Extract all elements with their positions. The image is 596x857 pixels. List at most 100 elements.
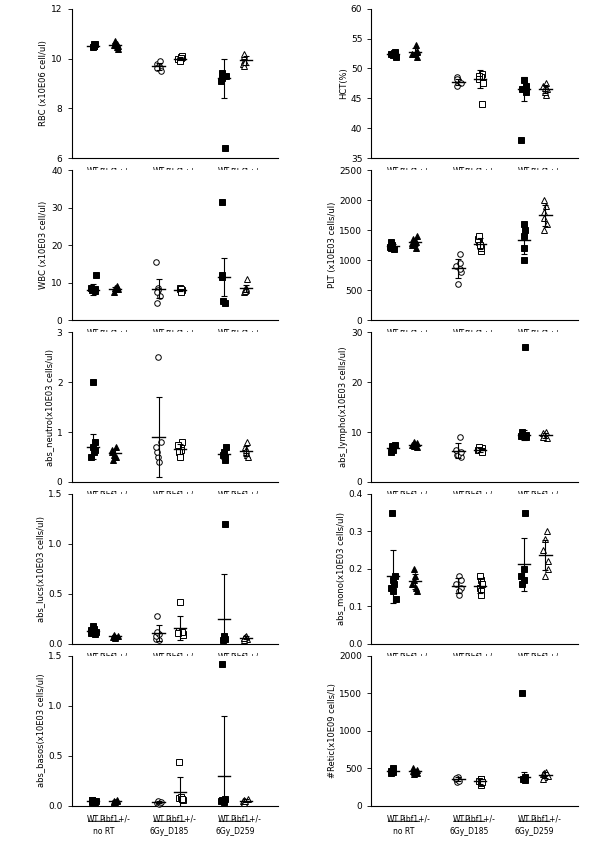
Text: 6Gy_D185: 6Gy_D185 [150, 826, 189, 836]
Text: WT: WT [87, 167, 100, 177]
Y-axis label: PLT (x10E03 cells/ul): PLT (x10E03 cells/ul) [328, 202, 337, 289]
Y-axis label: abs_lucs(x10E03 cells/ul): abs_lucs(x10E03 cells/ul) [36, 516, 45, 622]
Text: WT: WT [518, 167, 530, 177]
Text: Pibf1+/-: Pibf1+/- [530, 167, 561, 177]
Text: Pibf1+/-: Pibf1+/- [165, 814, 196, 824]
Text: WT: WT [153, 491, 164, 500]
Text: 6Gy_D259: 6Gy_D259 [515, 826, 554, 836]
Text: WT: WT [518, 329, 530, 339]
Text: Pibf1+/-: Pibf1+/- [465, 814, 496, 824]
Text: no RT: no RT [393, 341, 415, 351]
Text: WT: WT [452, 653, 464, 662]
Text: Pibf1+/-: Pibf1+/- [100, 814, 131, 824]
Text: WT: WT [518, 653, 530, 662]
Text: WT: WT [452, 167, 464, 177]
Y-axis label: HCT(%): HCT(%) [339, 68, 348, 99]
Text: WT: WT [452, 814, 464, 824]
Text: 6Gy_D259: 6Gy_D259 [515, 341, 554, 351]
Y-axis label: abs_lympho(x10E03 cells/ul): abs_lympho(x10E03 cells/ul) [339, 347, 348, 467]
Text: 6Gy_D185: 6Gy_D185 [449, 503, 489, 512]
Text: WT: WT [387, 814, 399, 824]
Text: 6Gy_D259: 6Gy_D259 [515, 503, 554, 512]
Text: Pibf1+/-: Pibf1+/- [399, 653, 430, 662]
Text: Pibf1+/-: Pibf1+/- [230, 814, 261, 824]
Text: WT: WT [87, 653, 100, 662]
Text: Pibf1+/-: Pibf1+/- [465, 491, 496, 500]
Text: 6Gy_D259: 6Gy_D259 [215, 503, 254, 512]
Text: Pibf1+/-: Pibf1+/- [230, 653, 261, 662]
Text: Pibf1+/-: Pibf1+/- [530, 814, 561, 824]
Y-axis label: WBC (x10E03 cell/ul): WBC (x10E03 cell/ul) [39, 201, 48, 290]
Text: Pibf1+/-: Pibf1+/- [230, 491, 261, 500]
Text: WT: WT [452, 329, 464, 339]
Y-axis label: RBC (x10E06 cell/ul): RBC (x10E06 cell/ul) [39, 40, 48, 127]
Text: WT: WT [518, 491, 530, 500]
Text: no RT: no RT [94, 826, 115, 836]
Text: WT: WT [452, 491, 464, 500]
Text: WT: WT [387, 491, 399, 500]
Text: WT: WT [387, 329, 399, 339]
Text: Pibf1+/-: Pibf1+/- [165, 653, 196, 662]
Text: Pibf1+/-: Pibf1+/- [530, 491, 561, 500]
Text: Pibf1+/-: Pibf1+/- [165, 329, 196, 339]
Text: WT: WT [218, 653, 230, 662]
Text: no RT: no RT [94, 179, 115, 189]
Y-axis label: abs_neutro(x10E03 cells/ul): abs_neutro(x10E03 cells/ul) [45, 349, 54, 465]
Y-axis label: abs_mono(x10E03 cells/ul): abs_mono(x10E03 cells/ul) [336, 512, 345, 626]
Text: Pibf1+/-: Pibf1+/- [100, 653, 131, 662]
Text: Pibf1+/-: Pibf1+/- [465, 653, 496, 662]
Text: no RT: no RT [94, 503, 115, 512]
Text: Pibf1+/-: Pibf1+/- [399, 329, 430, 339]
Text: no RT: no RT [393, 665, 415, 674]
Text: no RT: no RT [393, 179, 415, 189]
Text: WT: WT [518, 814, 530, 824]
Text: no RT: no RT [393, 503, 415, 512]
Text: Pibf1+/-: Pibf1+/- [465, 167, 496, 177]
Text: no RT: no RT [94, 341, 115, 351]
Text: Pibf1+/-: Pibf1+/- [530, 329, 561, 339]
Y-axis label: abs_basos(x10E03 cells/ul): abs_basos(x10E03 cells/ul) [36, 674, 45, 788]
Text: WT: WT [87, 491, 100, 500]
Text: WT: WT [87, 814, 100, 824]
Text: WT: WT [153, 167, 164, 177]
Text: WT: WT [153, 653, 164, 662]
Text: 6Gy_D185: 6Gy_D185 [150, 179, 189, 189]
Text: 6Gy_D185: 6Gy_D185 [150, 665, 189, 674]
Text: WT: WT [218, 814, 230, 824]
Text: 6Gy_D185: 6Gy_D185 [449, 341, 489, 351]
Text: Pibf1+/-: Pibf1+/- [230, 167, 261, 177]
Text: 6Gy_D185: 6Gy_D185 [449, 826, 489, 836]
Text: WT: WT [218, 167, 230, 177]
Text: 6Gy_D259: 6Gy_D259 [515, 179, 554, 189]
Text: WT: WT [153, 329, 164, 339]
Text: Pibf1+/-: Pibf1+/- [165, 491, 196, 500]
Text: no RT: no RT [393, 826, 415, 836]
Text: Pibf1+/-: Pibf1+/- [100, 491, 131, 500]
Text: WT: WT [387, 167, 399, 177]
Text: Pibf1+/-: Pibf1+/- [100, 167, 131, 177]
Text: WT: WT [87, 329, 100, 339]
Text: WT: WT [153, 814, 164, 824]
Text: WT: WT [387, 653, 399, 662]
Text: 6Gy_D185: 6Gy_D185 [150, 503, 189, 512]
Text: 6Gy_D259: 6Gy_D259 [215, 826, 254, 836]
Text: Pibf1+/-: Pibf1+/- [530, 653, 561, 662]
Text: 6Gy_D185: 6Gy_D185 [449, 665, 489, 674]
Text: 6Gy_D185: 6Gy_D185 [150, 341, 189, 351]
Text: Pibf1+/-: Pibf1+/- [399, 167, 430, 177]
Text: 6Gy_D185: 6Gy_D185 [449, 179, 489, 189]
Text: 6Gy_D259: 6Gy_D259 [215, 665, 254, 674]
Text: 6Gy_D259: 6Gy_D259 [215, 341, 254, 351]
Text: WT: WT [218, 329, 230, 339]
Text: WT: WT [218, 491, 230, 500]
Text: Pibf1+/-: Pibf1+/- [465, 329, 496, 339]
Text: Pibf1+/-: Pibf1+/- [165, 167, 196, 177]
Text: 6Gy_D259: 6Gy_D259 [215, 179, 254, 189]
Y-axis label: #Retic(x10E09 cells/L): #Retic(x10E09 cells/L) [328, 683, 337, 778]
Text: Pibf1+/-: Pibf1+/- [399, 491, 430, 500]
Text: no RT: no RT [94, 665, 115, 674]
Text: Pibf1+/-: Pibf1+/- [399, 814, 430, 824]
Text: 6Gy_D259: 6Gy_D259 [515, 665, 554, 674]
Text: Pibf1+/-: Pibf1+/- [100, 329, 131, 339]
Text: Pibf1+/-: Pibf1+/- [230, 329, 261, 339]
